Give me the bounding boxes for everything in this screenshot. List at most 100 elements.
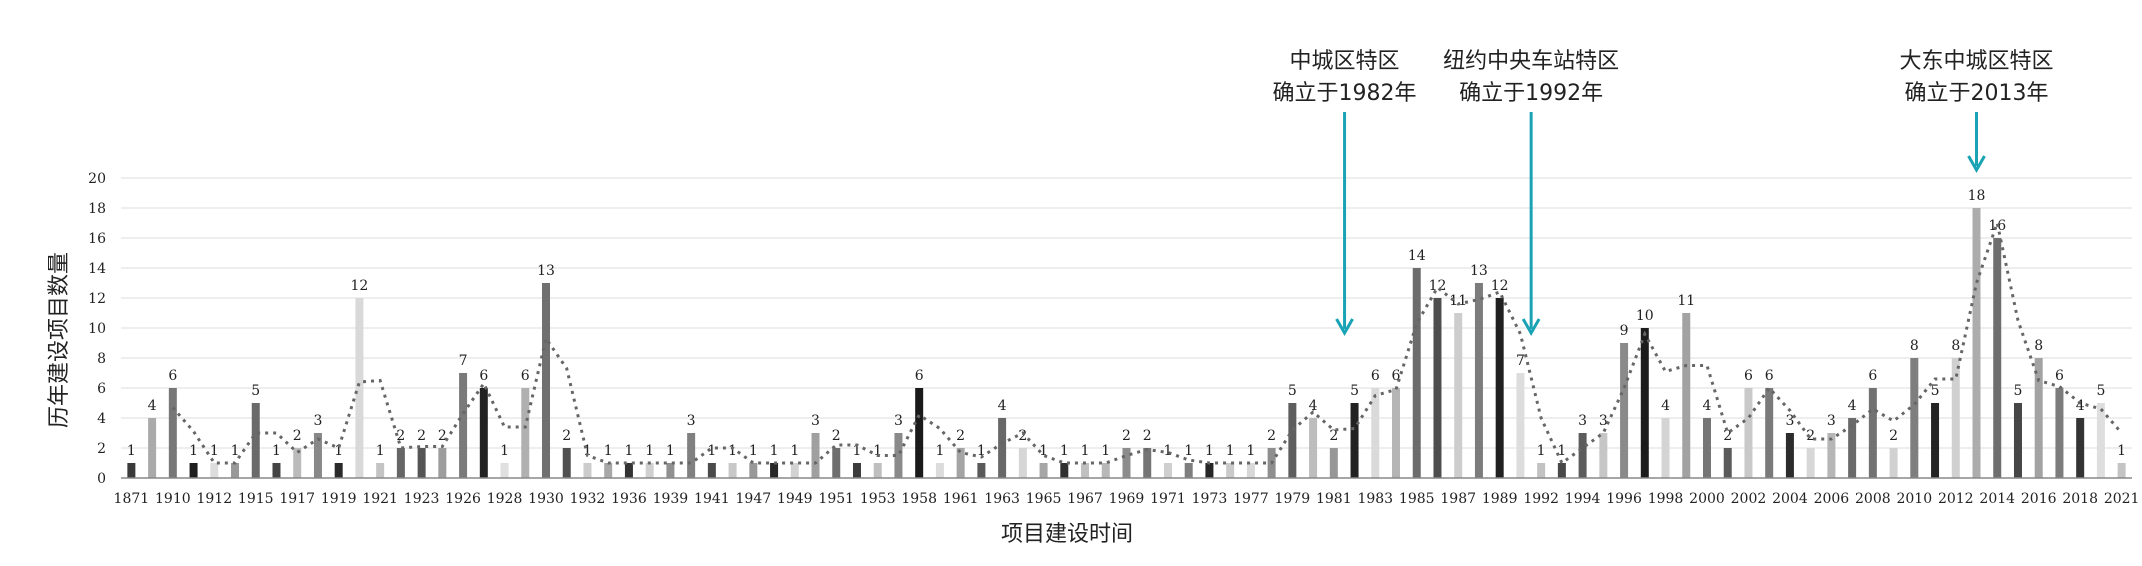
x-tick-label: 1932 xyxy=(570,491,606,507)
bar xyxy=(1081,463,1090,478)
x-tick-label: 1912 xyxy=(196,491,232,507)
bar xyxy=(148,418,157,478)
data-label: 3 xyxy=(313,413,322,429)
x-tick-label: 1967 xyxy=(1067,491,1103,507)
data-label: 1 xyxy=(645,443,654,459)
bar xyxy=(1184,463,1193,478)
data-label: 3 xyxy=(1827,413,1836,429)
data-label: 11 xyxy=(1449,293,1467,309)
data-label: 3 xyxy=(687,413,696,429)
bar xyxy=(1516,373,1525,478)
bar xyxy=(1309,418,1318,478)
bar xyxy=(1226,463,1235,478)
bar xyxy=(790,463,799,478)
y-tick-label: 14 xyxy=(88,261,106,277)
annotation-text: 确立于1982年 xyxy=(1273,81,1417,106)
bar xyxy=(935,463,944,478)
bar xyxy=(127,463,136,478)
data-label: 1 xyxy=(1101,443,1110,459)
gridlines xyxy=(121,177,2132,449)
bar xyxy=(1122,448,1131,478)
x-tick-label: 1910 xyxy=(155,491,191,507)
x-tick-label: 1992 xyxy=(1523,491,1559,507)
x-tick-label: 1928 xyxy=(487,491,523,507)
data-label: 3 xyxy=(1599,413,1608,429)
x-tick-label: 1917 xyxy=(279,491,315,507)
data-label: 12 xyxy=(1491,278,1509,294)
bar xyxy=(1785,433,1794,478)
bar xyxy=(728,463,737,478)
y-tick-label: 10 xyxy=(88,321,106,337)
data-label: 1 xyxy=(1060,443,1069,459)
bar xyxy=(1557,463,1566,478)
data-label: 1 xyxy=(604,443,613,459)
y-axis-title: 历年建设项目数量 xyxy=(47,252,72,428)
annotation-text: 大东中城区特区 xyxy=(1900,49,2054,74)
annotation-text: 确立于2013年 xyxy=(1905,81,2049,106)
bar xyxy=(1578,433,1587,478)
bar xyxy=(1246,463,1255,478)
x-tick-label: 1963 xyxy=(984,491,1020,507)
x-tick-label: 1949 xyxy=(777,491,813,507)
data-label: 2 xyxy=(956,428,965,444)
data-label: 3 xyxy=(1785,413,1794,429)
bar xyxy=(1039,463,1048,478)
data-label: 2 xyxy=(832,428,841,444)
bar xyxy=(956,448,965,478)
x-tick-label: 1936 xyxy=(611,491,647,507)
data-label: 2 xyxy=(396,428,405,444)
data-label: 2 xyxy=(1018,428,1027,444)
bar xyxy=(562,448,571,478)
data-label: 2 xyxy=(1329,428,1338,444)
bar xyxy=(168,388,177,478)
data-label: 6 xyxy=(1868,368,1877,384)
bar xyxy=(1433,298,1442,478)
bar xyxy=(1371,388,1380,478)
bar xyxy=(1392,388,1401,478)
x-tick-label: 1973 xyxy=(1192,491,1228,507)
y-tick-label: 4 xyxy=(97,411,106,427)
data-label: 1 xyxy=(500,443,509,459)
x-tick-label: 2014 xyxy=(1979,491,2015,507)
y-tick-label: 6 xyxy=(97,381,106,397)
bar xyxy=(1599,433,1608,478)
bar xyxy=(272,463,281,478)
bar xyxy=(500,463,509,478)
data-label: 5 xyxy=(1288,383,1297,399)
bar xyxy=(1827,433,1836,478)
bar xyxy=(2034,358,2043,478)
data-label: 5 xyxy=(251,383,260,399)
bar xyxy=(2013,403,2022,478)
bar xyxy=(1723,448,1732,478)
data-label: 10 xyxy=(1636,308,1654,324)
x-tick-label: 1989 xyxy=(1482,491,1518,507)
bar xyxy=(852,463,861,478)
annotation-text: 确立于1992年 xyxy=(1459,81,1603,106)
data-label: 11 xyxy=(1677,293,1695,309)
data-label: 4 xyxy=(1848,398,1857,414)
x-tick-label: 1923 xyxy=(404,491,440,507)
bar xyxy=(915,388,924,478)
x-tick-label: 1987 xyxy=(1440,491,1476,507)
x-tick-label: 2000 xyxy=(1689,491,1725,507)
data-label: 1 xyxy=(977,443,986,459)
data-label: 1 xyxy=(1205,443,1214,459)
bar xyxy=(1765,388,1774,478)
data-label: 1 xyxy=(2117,443,2126,459)
bar xyxy=(1329,448,1338,478)
data-label: 1 xyxy=(1557,443,1566,459)
bar xyxy=(1620,343,1629,478)
data-label: 4 xyxy=(1703,398,1712,414)
x-tick-label: 1994 xyxy=(1565,491,1601,507)
bar xyxy=(542,283,551,478)
bar xyxy=(666,463,675,478)
data-label: 1 xyxy=(1184,443,1193,459)
bar xyxy=(396,448,405,478)
x-axis-ticks: 1871 1910 1912 1915 1917 1919 1921 1923 1926 1928… xyxy=(114,491,2140,507)
data-label: 5 xyxy=(1931,383,1940,399)
annotations: 中城区特区确立于1982年纽约中央车站特区确立于1992年大东中城区特区确立于2… xyxy=(1273,49,2054,337)
x-tick-label: 1961 xyxy=(943,491,979,507)
bar xyxy=(624,463,633,478)
